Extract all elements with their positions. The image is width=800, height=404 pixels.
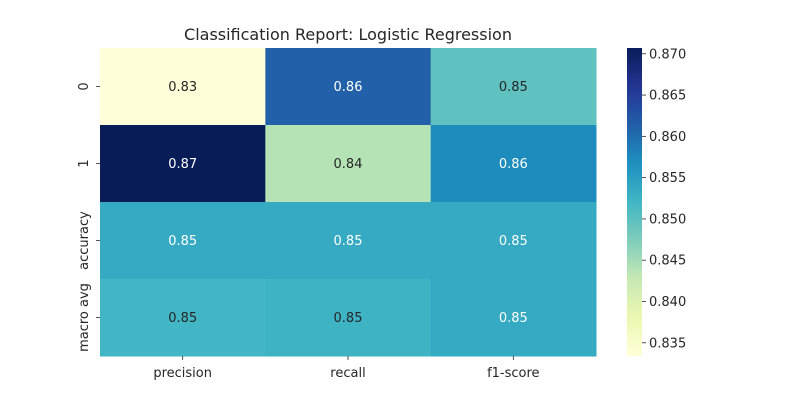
- heatmap-cell: [265, 279, 432, 357]
- cell-value-label: 0.85: [168, 234, 197, 249]
- cell-value-label: 0.85: [334, 311, 363, 326]
- heatmap-cells: [100, 48, 597, 357]
- colorbar-tick-label: 0.855: [649, 171, 686, 186]
- y-tick-label: 0: [77, 82, 92, 90]
- cell-value-label: 0.84: [334, 157, 363, 172]
- heatmap-cell: [100, 202, 266, 280]
- y-axis: 0 1 accuracy macro avg: [77, 82, 100, 352]
- cell-value-label: 0.85: [168, 311, 197, 326]
- heatmap-cell: [265, 202, 432, 280]
- cell-value-label: 0.85: [499, 311, 528, 326]
- colorbar-tick-label: 0.865: [649, 89, 686, 104]
- heatmap-cell: [430, 125, 597, 203]
- cell-value-label: 0.85: [499, 80, 528, 95]
- y-tick-label: macro avg: [77, 283, 92, 352]
- cell-value-label: 0.85: [334, 234, 363, 249]
- heatmap-cell: [100, 48, 266, 126]
- cell-value-label: 0.86: [334, 80, 363, 95]
- cell-value-label: 0.83: [168, 80, 197, 95]
- heatmap-cell: [430, 48, 597, 126]
- x-tick-label: f1-score: [487, 366, 539, 381]
- x-tick-label: precision: [153, 366, 212, 381]
- y-tick-label: 1: [77, 159, 92, 167]
- colorbar-tick-label: 0.870: [649, 47, 686, 62]
- heatmap-cell-labels: 0.83 0.86 0.85 0.87 0.84 0.86 0.85 0.85 0.85 0.85…: [168, 80, 528, 326]
- x-tick-label: recall: [330, 366, 365, 381]
- heatmap-cell: [265, 48, 432, 126]
- x-axis: precision recall f1-score: [153, 356, 540, 381]
- colorbar: 0.835 0.840 0.845 0.850 0.855 0.860 0.865 0.870: [627, 47, 686, 356]
- colorbar-tick-label: 0.860: [649, 130, 686, 145]
- heatmap-cell: [430, 202, 597, 280]
- heatmap-cell: [100, 279, 266, 357]
- colorbar-tick-label: 0.840: [649, 295, 686, 310]
- heatmap-cell: [100, 125, 266, 203]
- cell-value-label: 0.87: [168, 157, 197, 172]
- cell-value-label: 0.85: [499, 234, 528, 249]
- colorbar-tick-label: 0.850: [649, 212, 686, 227]
- colorbar-tick-label: 0.845: [649, 254, 686, 269]
- cell-value-label: 0.86: [499, 157, 528, 172]
- colorbar-tick-label: 0.835: [649, 336, 686, 351]
- chart-title: Classification Report: Logistic Regressi…: [184, 25, 512, 44]
- y-tick-label: accuracy: [77, 211, 92, 270]
- heatmap-cell: [265, 125, 432, 203]
- colorbar-gradient: [627, 48, 642, 356]
- heatmap-cell: [430, 279, 597, 357]
